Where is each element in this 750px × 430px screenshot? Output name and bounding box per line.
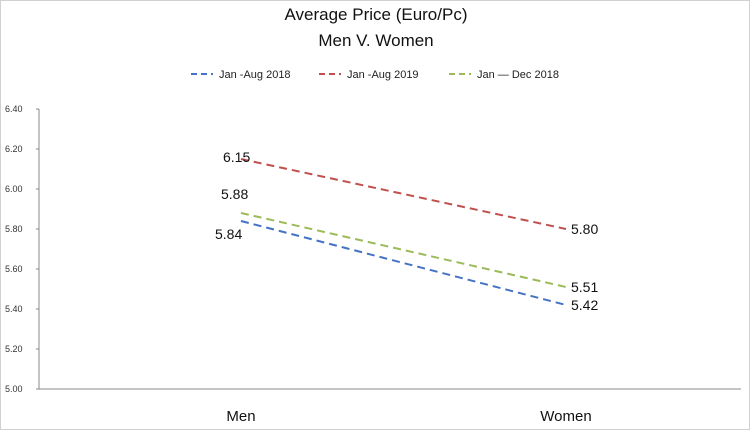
- y-tick-label: 6.40: [5, 104, 23, 114]
- y-tick-label: 6.20: [5, 144, 23, 154]
- legend-entry: Jan -Aug 2018: [219, 69, 291, 81]
- x-ticks: Men Women: [226, 408, 591, 425]
- data-label: 5.42: [571, 297, 598, 313]
- chart-title: Average Price (Euro/Pc): [285, 5, 468, 24]
- x-tick-label: Men: [226, 408, 255, 425]
- data-label: 6.15: [223, 149, 250, 165]
- data-labels: 5.84 5.42 6.15 5.80 5.88 5.51: [215, 149, 598, 313]
- data-label: 5.80: [571, 221, 598, 237]
- data-label: 5.51: [571, 279, 598, 295]
- y-tick-label: 6.00: [5, 184, 23, 194]
- chart-subtitle: Men V. Women: [318, 31, 433, 50]
- y-tick-label: 5.00: [5, 384, 23, 394]
- data-label: 5.84: [215, 226, 242, 242]
- x-tick-label: Women: [540, 408, 591, 425]
- legend-entry: Jan — Dec 2018: [477, 69, 559, 81]
- y-tick-label: 5.20: [5, 344, 23, 354]
- y-tick-label: 5.60: [5, 264, 23, 274]
- legend-entry: Jan -Aug 2019: [347, 69, 419, 81]
- y-ticks: 5.00 5.20 5.40 5.60 5.80 6.00 6.20 6.40: [5, 104, 39, 394]
- y-tick-label: 5.80: [5, 224, 23, 234]
- series-line: [240, 220, 567, 306]
- series-line: [240, 158, 567, 230]
- legend: Jan -Aug 2018 Jan -Aug 2019 Jan — Dec 2018: [191, 69, 559, 81]
- series-group: [240, 158, 567, 306]
- series-line: [240, 212, 567, 288]
- data-label: 5.88: [221, 186, 248, 202]
- y-tick-label: 5.40: [5, 304, 23, 314]
